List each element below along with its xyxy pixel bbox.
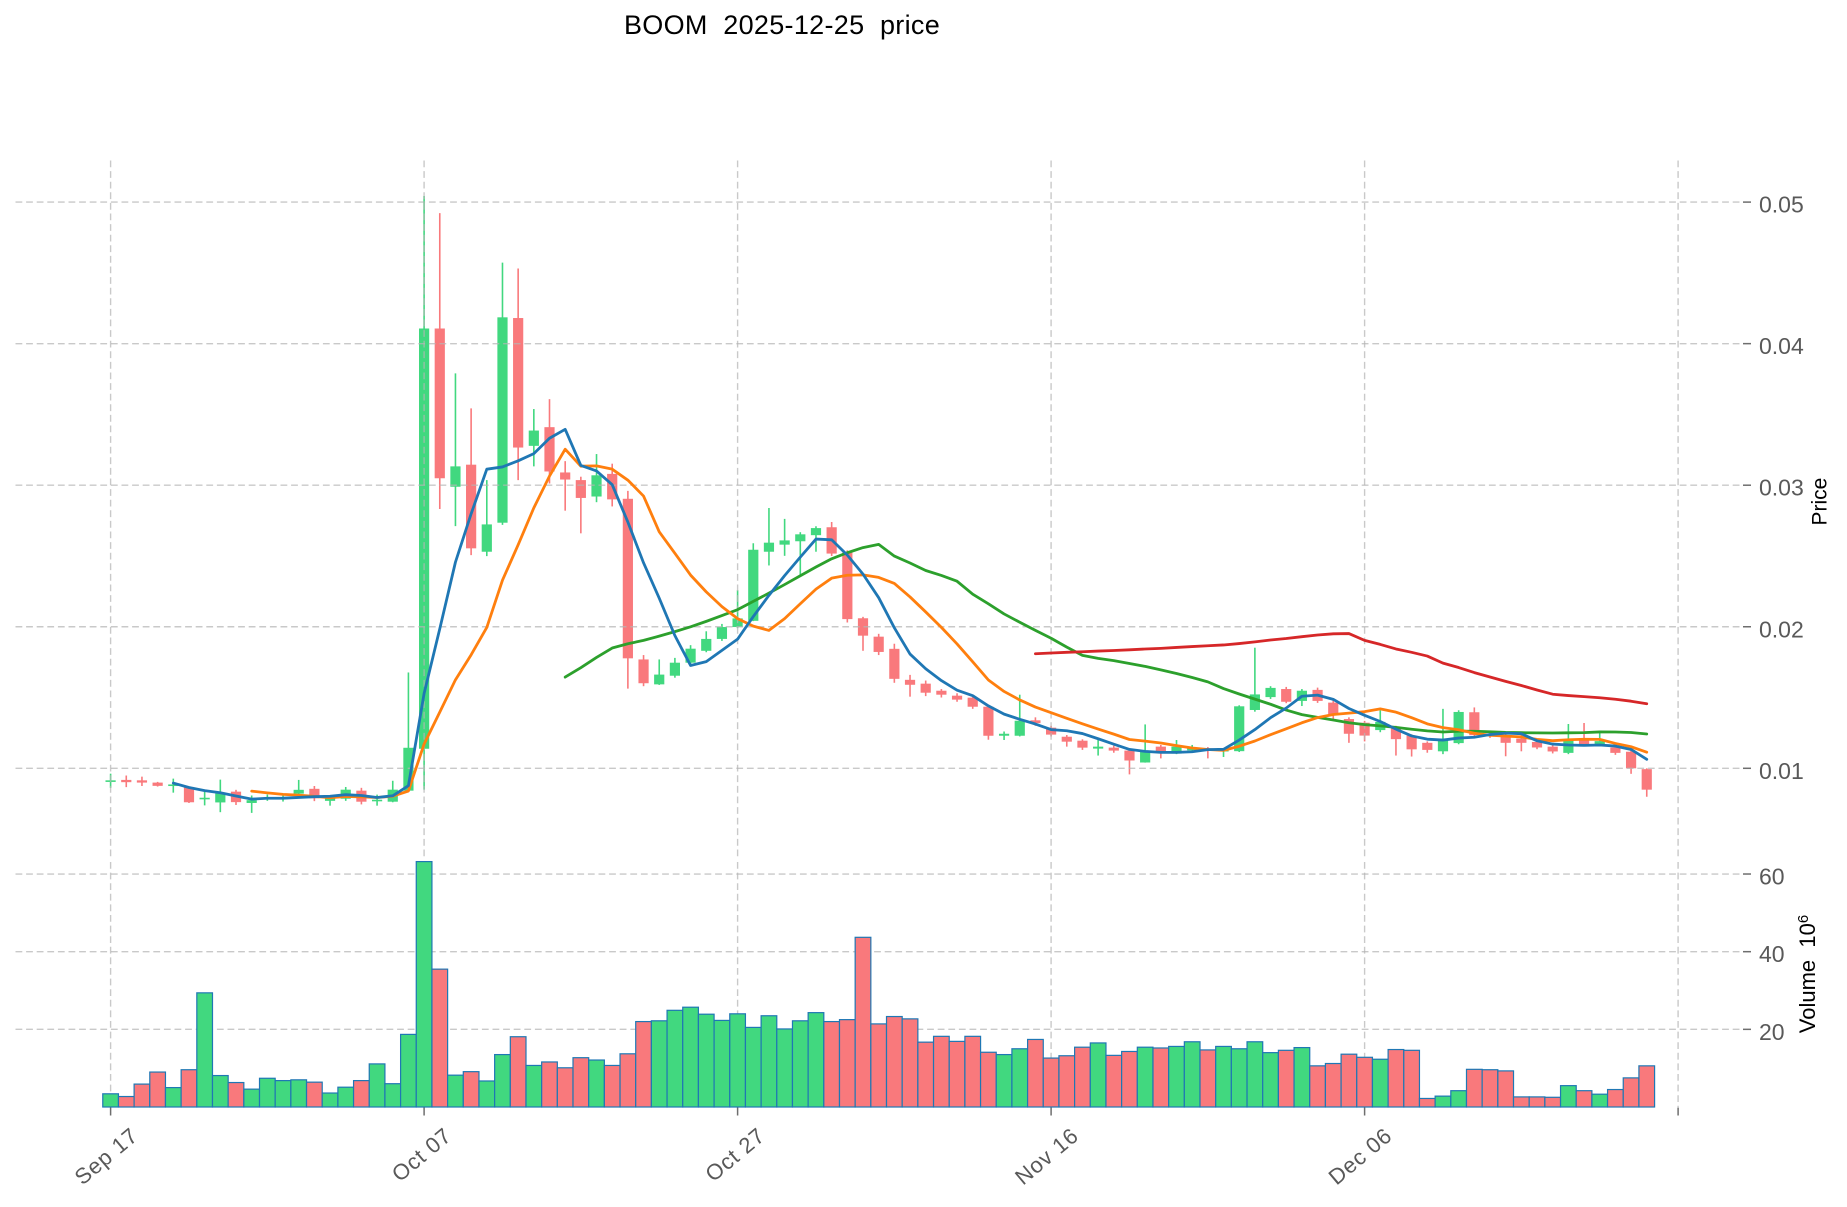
svg-text:40: 40 <box>1759 941 1785 967</box>
svg-text:BOOM 2025-12-25 price: BOOM 2025-12-25 price <box>624 10 940 40</box>
svg-text:Price: Price <box>1809 478 1832 526</box>
svg-text:0.03: 0.03 <box>1759 475 1804 501</box>
svg-text:0.01: 0.01 <box>1759 758 1804 784</box>
svg-text:0.05: 0.05 <box>1759 192 1804 218</box>
svg-text:60: 60 <box>1759 864 1785 890</box>
svg-text:0.04: 0.04 <box>1759 333 1804 359</box>
svg-text:20: 20 <box>1759 1019 1785 1045</box>
svg-text:0.02: 0.02 <box>1759 616 1804 642</box>
svg-text:Volume 106: Volume 106 <box>1795 915 1820 1033</box>
